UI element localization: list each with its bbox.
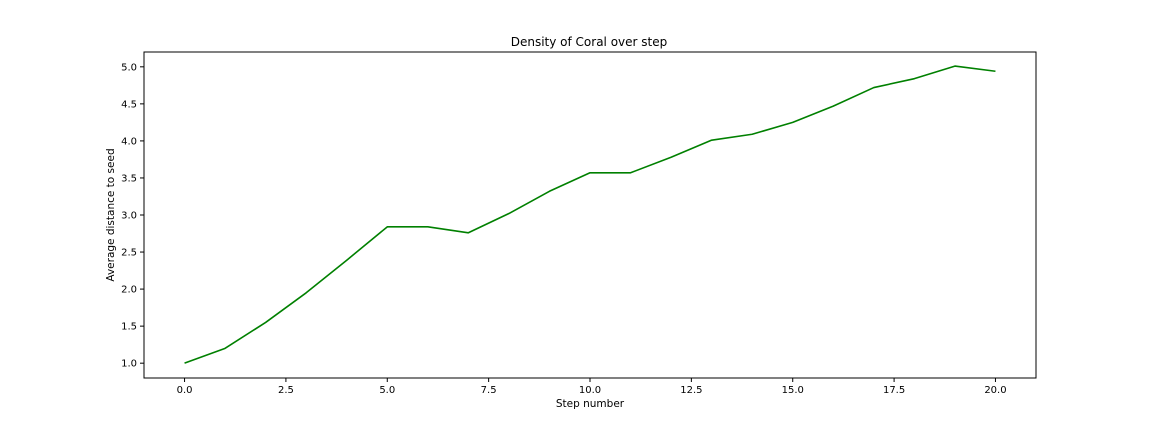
- x-tick-label: 20.0: [984, 385, 1006, 396]
- x-tick-label: 5.0: [379, 385, 395, 396]
- chart-title: Density of Coral over step: [511, 35, 668, 49]
- plot-frame: [143, 51, 1037, 379]
- x-tick-label: 2.5: [278, 385, 294, 396]
- y-tick-label: 1.5: [121, 322, 137, 333]
- x-axis-label: Step number: [556, 398, 625, 410]
- y-tick-label: 3.5: [121, 173, 137, 184]
- x-tick-label: 7.5: [481, 385, 497, 396]
- x-tick-label: 17.5: [883, 385, 905, 396]
- y-tick-label: 4.5: [121, 99, 137, 110]
- y-tick-label: 5.0: [121, 62, 137, 73]
- y-axis-label: Average distance to seed: [105, 148, 117, 281]
- x-tick-label: 15.0: [782, 385, 804, 396]
- y-tick-label: 1.0: [121, 359, 137, 370]
- x-tick-label: 10.0: [579, 385, 601, 396]
- y-axis: 1.0 1.5 2.0 2.5 3.0 3.5 4.0 4.5 5.0: [121, 62, 144, 370]
- y-tick-label: 2.0: [121, 285, 137, 296]
- y-tick-label: 3.0: [121, 211, 137, 222]
- x-tick-label: 12.5: [680, 385, 702, 396]
- y-tick-label: 2.5: [121, 248, 137, 259]
- x-tick-label: 0.0: [177, 385, 193, 396]
- series-line-0: [184, 65, 996, 364]
- x-axis: 0.0 2.5 5.0 7.5 10.0 12.5 15.0 17.5 20.0: [177, 378, 1007, 396]
- plot-area: [184, 65, 996, 364]
- y-tick-label: 4.0: [121, 136, 137, 147]
